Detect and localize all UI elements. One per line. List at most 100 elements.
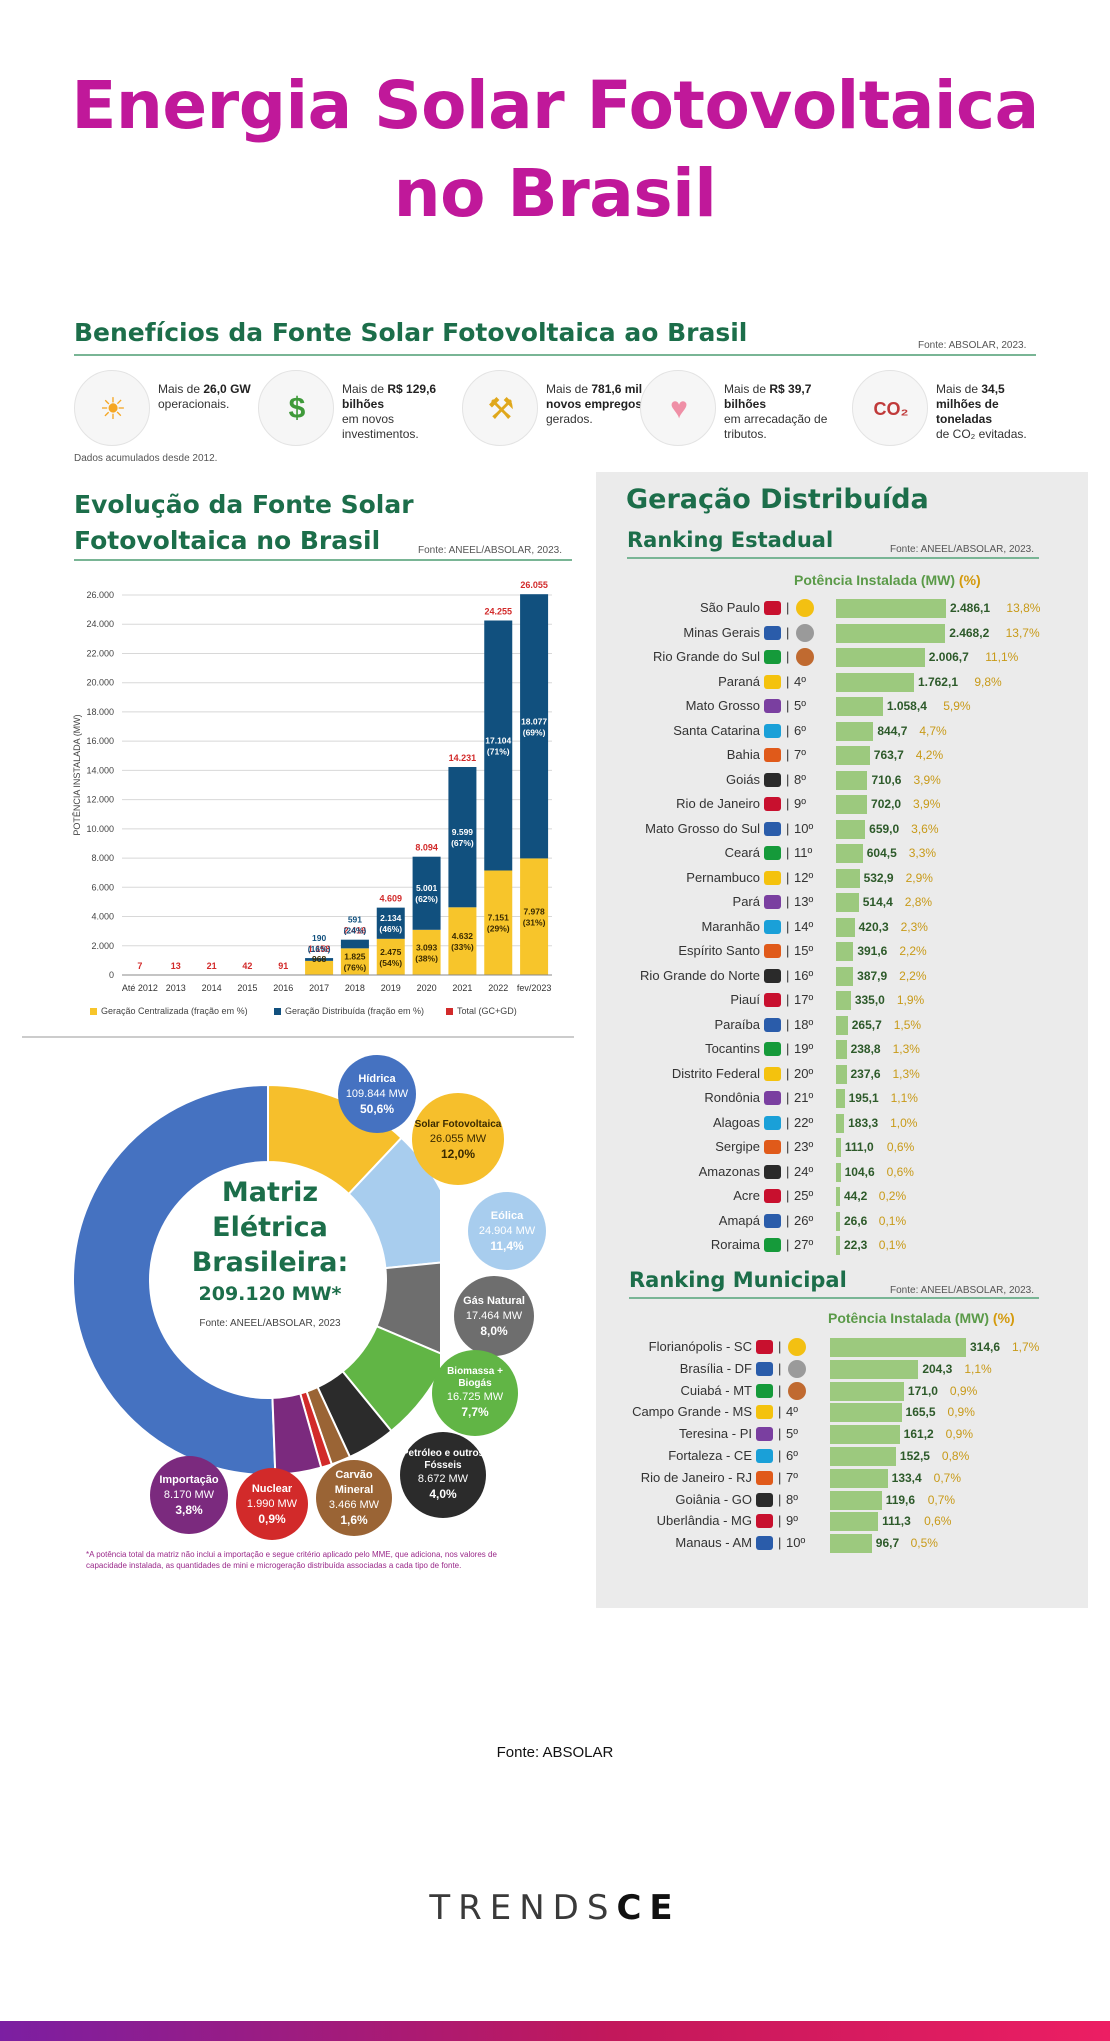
x-tick-label: 2016 [273,983,293,993]
ranking-pct: 0,6% [886,1164,914,1179]
ranking-name-box: São Paulo [600,597,760,619]
ranking-separator: | [778,1535,782,1551]
ranking-separator: | [786,894,790,909]
ranking-position: 6º [786,1448,798,1463]
ranking-pct: 0,5% [910,1536,938,1551]
ranking-separator: | [786,1065,790,1081]
ranking-value: 119,6 [885,1492,916,1507]
ranking-name-box: Uberlândia - MG [600,1510,752,1532]
benefit-pre: Mais de [936,382,979,396]
ranking-bar [830,1338,966,1357]
ranking-pct: 11,1% [985,650,1019,664]
ranking-name-box: Campo Grande - MS [600,1401,752,1423]
bubble-mw: 24.904 MW [478,1224,536,1237]
ranking-name: Mato Grosso do Sul [645,820,760,836]
gd-data-label: (24%) [344,926,367,936]
ranking-pct: 3,6% [911,821,939,836]
bubble-pct: 7,7% [461,1405,489,1419]
ranking-bar [836,893,859,912]
benefit-post: operacionais. [158,397,230,411]
legend-centralizada: Geração Centralizada (fração em %) [90,1006,248,1016]
ranking-bar [836,599,946,618]
bubble-name: Hídrica [358,1072,396,1085]
total-label: 8.094 [415,843,438,853]
ranking-bar [830,1359,919,1379]
ranking-value: 387,9 [857,968,888,983]
ranking-row: Florianópolis - SC | 314,6 1,7% [0,1336,1110,1358]
benefit-item: ☀ Mais de 26,0 GW operacionais. [74,370,264,448]
ranking-name: Minas Gerais [683,624,760,640]
bubble-pct: 1,6% [340,1513,368,1527]
ranking-separator: | [778,1339,782,1354]
ranking-separator: | [778,1469,782,1485]
benefit-bold: 26,0 GW [203,382,251,396]
y-tick-label: 20.000 [86,678,114,688]
ranking-name-box: Santa Catarina [600,720,760,742]
estadual-header-label: Potência Instalada (MW) [794,572,956,588]
ranking-name: Roraima [710,1237,760,1252]
ranking-bar [836,1236,840,1255]
bubble-0: Hídrica 109.844 MW 50,6% [338,1055,416,1133]
ranking-row: Rio de Janeiro | 9º 702,0 3,9% [0,793,1110,815]
municipal-header: Potência Instalada (MW) (%) [828,1310,1015,1326]
benefit-icon-glyph: $ [288,392,306,425]
ranking-position: 15º [794,943,814,958]
money-icon: $ [258,370,334,446]
ranking-name-box: Roraima [600,1234,760,1256]
ranking-separator: | [786,845,790,860]
ranking-position: 27º [794,1237,814,1252]
ranking-pct: 4,7% [919,723,947,738]
bubble-name: Petróleo e outros Fósseis [401,1448,485,1471]
benefit-post: de CO₂ evitadas. [936,427,1027,441]
ranking-value: 152,5 [899,1449,930,1463]
ranking-name: Florianópolis - SC [648,1339,752,1354]
y-tick-label: 6.000 [91,882,114,892]
ranking-value: 710,6 [871,772,902,787]
bubble-name: Nuclear [251,1482,293,1495]
ranking-position: 7º [794,747,806,762]
bubble-pct: 12,0% [440,1146,476,1161]
flag-icon [764,1238,781,1252]
y-tick-label: 0 [109,970,114,980]
ranking-bar [836,721,874,741]
ranking-row: Tocantins | 19º 238,8 1,3% [0,1038,1110,1060]
ranking-row: Paraíba | 18º 265,7 1,5% [0,1014,1110,1036]
total-label: 21 [207,961,217,971]
ranking-row: Alagoas | 22º 183,3 1,0% [0,1112,1110,1134]
ranking-pct: 13,7% [1005,625,1040,640]
bubble-5: Petróleo e outros Fósseis 8.672 MW 4,0% [400,1432,486,1518]
ranking-bar [836,991,851,1010]
ranking-separator: | [786,967,790,983]
y-tick-label: 18.000 [86,707,114,717]
ranking-name-box: Alagoas [600,1112,760,1134]
gd-data-label: (16%) [308,944,331,954]
ranking-pct: 1,1% [964,1361,992,1376]
ranking-name-box: Maranhão [600,916,760,938]
flag-icon [764,1189,781,1203]
bubble-2: Eólica 24.904 MW 11,4% [468,1192,546,1270]
bubble-8: Importação 8.170 MW 3,8% [150,1456,228,1534]
x-tick-label: 2021 [452,983,472,993]
ranking-pct: 1,7% [1012,1340,1040,1354]
estadual-header-pct: (%) [958,572,981,588]
bar-gd [484,620,513,871]
ranking-position: 18º [794,1016,814,1032]
ranking-value: 763,7 [873,748,904,762]
ranking-name-box: Amazonas [600,1161,760,1183]
ranking-bar [830,1468,888,1488]
ranking-row: Rondônia | 21º 195,1 1,1% [0,1087,1110,1109]
ranking-name: Bahia [726,747,760,762]
ranking-bar [836,1015,848,1035]
ranking-pct: 0,1% [878,1238,907,1252]
ranking-position: 6º [794,722,806,738]
ranking-separator: | [786,820,790,836]
ranking-row: São Paulo | 2.486,1 13,8% [0,597,1110,619]
ranking-separator: | [778,1426,782,1442]
y-tick-label: 4.000 [91,912,114,922]
ranking-separator: | [786,1188,790,1203]
ranking-position: 8º [786,1491,798,1507]
bubble-pct: 0,9% [258,1511,286,1526]
ranking-value: 204,3 [922,1361,953,1376]
ranking-name: São Paulo [700,600,760,615]
ranking-bar [830,1512,879,1532]
